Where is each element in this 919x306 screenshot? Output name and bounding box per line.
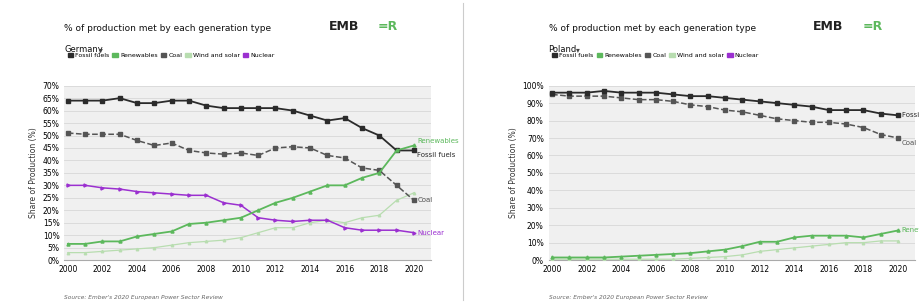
Text: Source: Ember's 2020 European Power Sector Review: Source: Ember's 2020 European Power Sect… bbox=[548, 295, 707, 300]
Text: =R: =R bbox=[861, 21, 881, 33]
Legend: Fossil fuels, Renewables, Coal, Wind and solar, Nuclear: Fossil fuels, Renewables, Coal, Wind and… bbox=[67, 53, 275, 58]
Y-axis label: Share of Production (%): Share of Production (%) bbox=[508, 128, 517, 218]
Text: EMB: EMB bbox=[328, 21, 358, 33]
Text: Renewables: Renewables bbox=[901, 227, 919, 233]
Text: Source: Ember's 2020 European Power Sector Review: Source: Ember's 2020 European Power Sect… bbox=[64, 295, 223, 300]
Y-axis label: Share of Production (%): Share of Production (%) bbox=[29, 128, 39, 218]
Text: Poland: Poland bbox=[548, 45, 576, 54]
Text: ▾: ▾ bbox=[575, 45, 579, 54]
Text: EMB: EMB bbox=[811, 21, 842, 33]
Text: =R: =R bbox=[378, 21, 398, 33]
Text: Fossil fuels: Fossil fuels bbox=[901, 112, 919, 118]
Text: ▾: ▾ bbox=[99, 45, 103, 54]
Text: Fossil fuels: Fossil fuels bbox=[417, 152, 455, 158]
Text: % of production met by each generation type: % of production met by each generation t… bbox=[64, 24, 271, 33]
Text: Renewables: Renewables bbox=[417, 138, 459, 144]
Text: % of production met by each generation type: % of production met by each generation t… bbox=[548, 24, 754, 33]
Text: Nuclear: Nuclear bbox=[417, 230, 444, 236]
Legend: Fossil fuels, Renewables, Coal, Wind and solar, Nuclear: Fossil fuels, Renewables, Coal, Wind and… bbox=[551, 53, 758, 58]
Text: Germany: Germany bbox=[64, 45, 103, 54]
Text: Coal: Coal bbox=[901, 140, 916, 146]
Text: Coal: Coal bbox=[417, 197, 432, 203]
